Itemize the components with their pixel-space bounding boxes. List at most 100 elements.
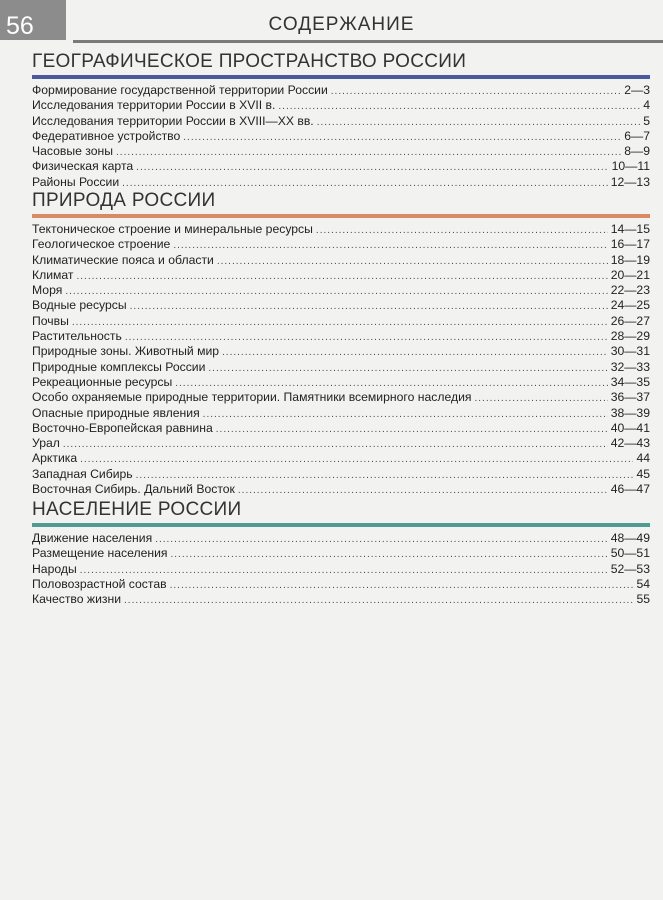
dot-leader <box>175 376 607 391</box>
entry-pages: 22—23 <box>610 283 650 298</box>
toc-entry[interactable]: Федеративное устройство 6—7 <box>32 129 650 144</box>
toc-entry[interactable]: Часовые зоны 8—9 <box>32 144 650 159</box>
toc-entry[interactable]: Районы России 12—13 <box>32 175 650 190</box>
toc-entry[interactable]: Растительность 28—29 <box>32 329 650 344</box>
dot-leader <box>216 422 608 437</box>
entry-title: Качество жизни <box>32 592 122 607</box>
toc-entry[interactable]: Природные зоны. Животный мир 30—31 <box>32 344 650 359</box>
entry-title: Формирование государственной территории … <box>32 83 328 97</box>
entry-pages: 10—11 <box>611 159 650 174</box>
entry-title: Районы России <box>32 174 120 189</box>
entry-title: Народы <box>32 561 77 576</box>
entry-pages: 50—51 <box>610 546 650 561</box>
entry-pages: 38—39 <box>610 405 650 420</box>
toc-entry[interactable]: Природные комплексы России 32—33 <box>32 360 650 375</box>
entry-title: Восточно-Европейская равнина <box>32 420 213 435</box>
dot-leader <box>65 284 607 299</box>
entry-pages: 24—25 <box>610 298 650 313</box>
entry-title: Природные зоны. Животный мир <box>32 344 220 359</box>
page-title: СОДЕРЖАНИЕ <box>268 14 415 35</box>
toc-entry[interactable]: Исследования территории России в XVIII—X… <box>32 114 650 129</box>
page-number: 56 <box>6 12 34 40</box>
toc-entry[interactable]: Рекреационные ресурсы 34—35 <box>32 375 650 390</box>
entry-pages: 28—29 <box>610 329 650 344</box>
entry-pages: 48—49 <box>610 531 650 545</box>
section-heading: ГЕОГРАФИЧЕСКОЕ ПРОСТРАНСТВО РОССИИ <box>32 51 467 72</box>
toc-entry[interactable]: Тектоническое строение и минеральные рес… <box>32 222 650 237</box>
dot-leader <box>136 160 608 175</box>
section-rule <box>32 214 650 218</box>
dot-leader <box>183 130 621 145</box>
toc-entry[interactable]: Исследования территории России в XVII в.… <box>32 98 650 113</box>
entry-pages: 6—7 <box>624 128 650 143</box>
entry-title: Моря <box>32 283 63 298</box>
dot-leader <box>222 345 608 360</box>
entry-title: Климатические пояса и области <box>32 252 214 267</box>
toc-entry[interactable]: Моря 22—23 <box>32 283 650 298</box>
entry-title: Опасные природные явления <box>32 405 200 420</box>
toc-entry[interactable]: Урал 42—43 <box>32 436 650 451</box>
dot-leader <box>155 532 608 547</box>
entry-title: Исследования территории России в XVII в. <box>32 98 276 113</box>
entry-pages: 34—35 <box>610 374 650 389</box>
entry-title: Растительность <box>32 329 122 344</box>
page-number-box: 56 <box>0 0 66 40</box>
entry-title: Урал <box>32 436 60 451</box>
dot-leader <box>63 437 608 452</box>
entry-title: Размещение населения <box>32 546 168 561</box>
entry-pages: 36—37 <box>610 390 650 405</box>
dot-leader <box>316 223 608 238</box>
toc-entry[interactable]: Народы 52—53 <box>32 562 650 577</box>
toc-entry[interactable]: Размещение населения 50—51 <box>32 546 650 561</box>
dot-leader <box>208 361 607 376</box>
entry-pages: 26—27 <box>610 313 650 328</box>
entry-title: Физическая карта <box>32 159 134 174</box>
entry-title: Рекреационные ресурсы <box>32 374 173 389</box>
toc-entry[interactable]: Климатические пояса и области 18—19 <box>32 253 650 268</box>
toc-entry[interactable]: Движение населения 48—49 <box>32 531 650 546</box>
dot-leader <box>238 483 608 498</box>
toc-entry[interactable]: Качество жизни 55 <box>32 592 650 607</box>
entry-title: Исследования территории России в XVIII—X… <box>32 113 314 128</box>
toc-entry[interactable]: Климат 20—21 <box>32 268 650 283</box>
entry-pages: 32—33 <box>610 359 650 374</box>
entry-title: Тектоническое строение и минеральные рес… <box>32 222 313 236</box>
dot-leader <box>173 238 607 253</box>
toc-entry[interactable]: Восточная Сибирь. Дальний Восток 46—47 <box>32 482 650 497</box>
dot-leader <box>124 593 633 608</box>
entry-pages: 42—43 <box>610 436 650 451</box>
toc-entry[interactable]: Особо охраняемые природные территории. П… <box>32 390 650 405</box>
dot-leader <box>130 299 608 314</box>
dot-leader <box>77 269 608 284</box>
entry-pages: 46—47 <box>610 482 650 497</box>
toc-entry[interactable]: Водные ресурсы 24—25 <box>32 298 650 313</box>
entry-pages: 2—3 <box>624 83 650 97</box>
entry-title: Восточная Сибирь. Дальний Восток <box>32 482 235 497</box>
entry-title: Геологическое строение <box>32 237 171 252</box>
entry-pages: 12—13 <box>610 174 650 189</box>
toc-entry[interactable]: Опасные природные явления 38—39 <box>32 406 650 421</box>
toc-entry[interactable]: Восточно-Европейская равнина 40—41 <box>32 421 650 436</box>
entry-title: Климат <box>32 267 74 282</box>
dot-leader <box>80 452 633 467</box>
entry-title: Особо охраняемые природные территории. П… <box>32 390 472 405</box>
toc-entry[interactable]: Почвы 26—27 <box>32 314 650 329</box>
toc-entry[interactable]: Арктика 44 <box>32 451 650 466</box>
section-heading: ПРИРОДА РОССИИ <box>32 190 216 211</box>
entry-pages: 18—19 <box>610 252 650 267</box>
dot-leader <box>170 547 607 562</box>
entry-pages: 14—15 <box>610 222 650 236</box>
dot-leader <box>170 578 634 593</box>
toc-entry[interactable]: Половозрастной состав 54 <box>32 577 650 592</box>
entry-title: Почвы <box>32 313 69 328</box>
toc-entry[interactable]: Физическая карта 10—11 <box>32 159 650 174</box>
entry-pages: 20—21 <box>610 267 650 282</box>
toc-entry[interactable]: Формирование государственной территории … <box>32 83 650 98</box>
entry-title: Природные комплексы России <box>32 359 206 374</box>
entry-pages: 8—9 <box>624 144 650 159</box>
toc-entry[interactable]: Геологическое строение 16—17 <box>32 237 650 252</box>
entry-pages: 5 <box>643 113 650 128</box>
toc-entry[interactable]: Западная Сибирь 45 <box>32 467 650 482</box>
entry-pages: 4 <box>643 98 650 113</box>
dot-leader <box>217 254 608 269</box>
